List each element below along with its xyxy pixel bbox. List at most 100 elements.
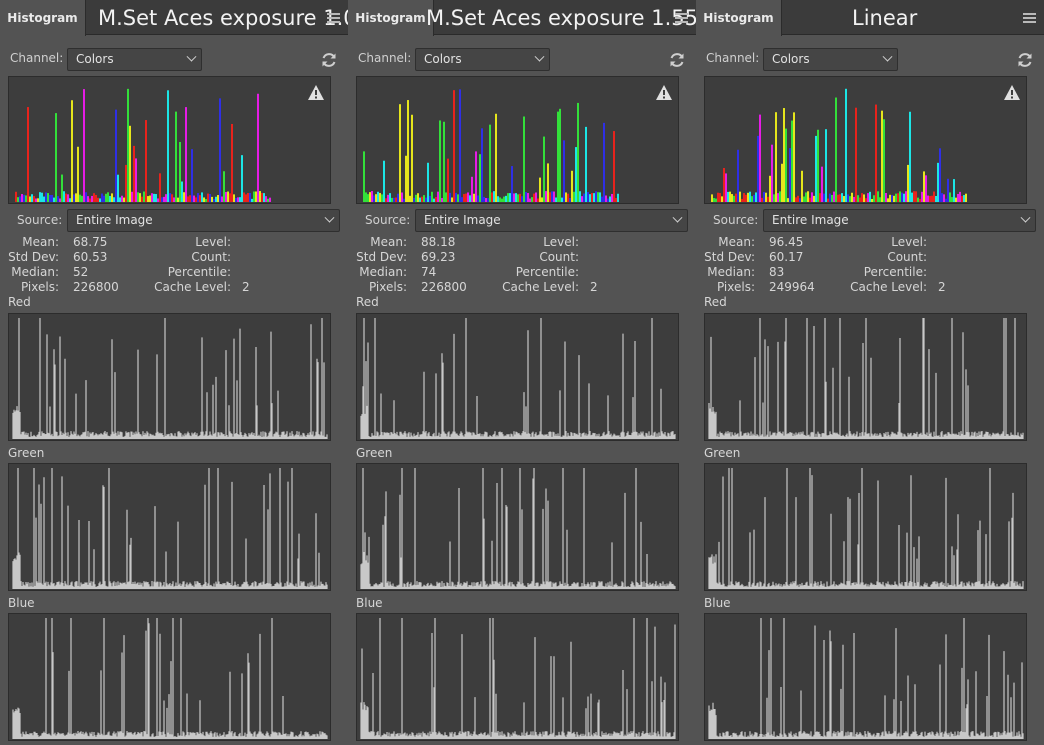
colors-histogram-bar	[845, 88, 847, 202]
colors-histogram-bar	[219, 98, 221, 202]
colors-histogram-bar	[479, 154, 481, 202]
green-histogram	[356, 463, 679, 591]
colors-histogram-bar	[373, 195, 375, 202]
source-select[interactable]: Entire Image	[763, 209, 1036, 232]
colors-histogram-bar	[925, 175, 927, 202]
colors-histogram-bar	[365, 192, 367, 202]
colors-histogram-bar	[831, 194, 833, 202]
histogram-plot	[708, 618, 1024, 739]
channel-select-value: Colors	[76, 52, 114, 66]
refresh-icon[interactable]	[320, 51, 338, 69]
colors-histogram-bar	[261, 192, 263, 202]
colors-histogram-bar	[899, 191, 901, 202]
colors-histogram-bar	[725, 173, 727, 202]
level-label: Level:	[891, 235, 927, 249]
channel-select[interactable]: Colors	[415, 48, 550, 71]
warning-icon[interactable]	[308, 85, 324, 100]
green-channel-title: Green	[356, 446, 393, 460]
warning-icon[interactable]	[656, 85, 672, 100]
source-select[interactable]: Entire Image	[67, 209, 340, 232]
panel-menu-icon[interactable]	[675, 13, 688, 23]
channel-select[interactable]: Colors	[67, 48, 202, 71]
histogram-bars	[708, 618, 1024, 739]
colors-histogram-bar	[901, 192, 903, 202]
colors-histogram-bar	[247, 192, 249, 202]
colors-histogram-bar	[101, 193, 103, 202]
colors-histogram-bar	[243, 192, 245, 202]
refresh-icon[interactable]	[1016, 51, 1034, 69]
colors-histogram-bar	[93, 193, 95, 202]
colors-histogram-bar	[755, 192, 757, 202]
colors-histogram-bar	[595, 191, 597, 202]
colors-histogram-bar	[421, 196, 423, 202]
colors-histogram-bar	[853, 196, 855, 202]
pixels-value: 249964	[769, 280, 815, 294]
colors-histogram-bar	[141, 196, 143, 202]
colors-histogram-bar	[377, 191, 379, 202]
colors-histogram-bar	[875, 104, 877, 202]
panel-caption: M.Set Aces exposure 1.0	[98, 6, 357, 30]
colors-histogram-bar	[945, 198, 947, 202]
statistics: Mean: 68.75 Std Dev: 60.53 Median: 52 Pi…	[0, 235, 348, 297]
colors-histogram-bar	[815, 135, 817, 202]
colors-histogram-bar	[717, 192, 719, 202]
colors-histogram-bar	[499, 197, 501, 202]
colors-histogram-bar	[375, 194, 377, 202]
mean-label: Mean:	[370, 235, 407, 249]
colors-histogram-bar	[123, 197, 125, 202]
tab-histogram[interactable]: Histogram	[348, 0, 434, 36]
tab-histogram[interactable]: Histogram	[696, 0, 782, 36]
colors-histogram-bar	[957, 193, 959, 202]
cache-level-value: 2	[242, 280, 250, 294]
colors-histogram-bar	[217, 195, 219, 202]
colors-histogram-bar	[829, 193, 831, 202]
warning-icon[interactable]	[1004, 85, 1020, 100]
colors-histogram-bar	[425, 197, 427, 202]
colors-histogram-bar	[433, 198, 435, 202]
red-channel-title: Red	[8, 295, 31, 309]
colors-histogram-bar	[413, 197, 415, 202]
colors-histogram-bar	[929, 195, 931, 202]
source-select[interactable]: Entire Image	[415, 209, 688, 232]
colors-histogram-bar	[841, 193, 843, 202]
colors-histogram-bar	[497, 196, 499, 202]
colors-histogram-bar	[511, 166, 513, 202]
colors-histogram-bar	[843, 196, 845, 202]
colors-histogram-bar	[597, 192, 599, 202]
colors-histogram-bar	[527, 193, 529, 202]
colors-histogram-bar	[583, 193, 585, 202]
colors-histogram-bar	[817, 129, 819, 202]
colors-histogram-bar	[519, 193, 521, 202]
colors-histogram-bar	[263, 193, 265, 202]
median-label: Median:	[707, 265, 755, 279]
colors-histogram-bar	[95, 194, 97, 202]
colors-histogram-bar	[47, 193, 49, 202]
colors-histogram-bar	[267, 198, 269, 202]
panel-menu-icon[interactable]	[327, 13, 340, 23]
median-label: Median:	[359, 265, 407, 279]
colors-histogram-bar	[103, 195, 105, 202]
channel-select[interactable]: Colors	[763, 48, 898, 71]
colors-histogram-bar	[21, 194, 23, 202]
colors-histogram-bar	[139, 193, 141, 202]
count-label: Count:	[887, 250, 927, 264]
colors-histogram-bar	[423, 195, 425, 202]
chevron-down-icon	[672, 212, 683, 223]
colors-histogram-bar	[855, 107, 857, 202]
tab-histogram[interactable]: Histogram	[0, 0, 86, 36]
colors-histogram-bar	[367, 194, 369, 202]
colors-histogram-bar	[787, 198, 789, 202]
colors-histogram-bar	[765, 192, 767, 202]
panel-menu-icon[interactable]	[1023, 13, 1036, 23]
histogram-bars	[12, 468, 328, 589]
refresh-icon[interactable]	[668, 51, 686, 69]
colors-histogram-bar	[225, 191, 227, 202]
colors-histogram-bar	[91, 195, 93, 202]
colors-histogram-bar	[779, 191, 781, 202]
colors-histogram-bar	[133, 145, 135, 202]
histogram-panel-3: Histogram Linear Channel: Colors Source:…	[696, 0, 1044, 745]
colors-histogram-bar	[129, 125, 131, 202]
colors-histogram-bar	[587, 192, 589, 202]
colors-histogram-bar	[227, 191, 229, 202]
colors-histogram-bar	[951, 197, 953, 202]
